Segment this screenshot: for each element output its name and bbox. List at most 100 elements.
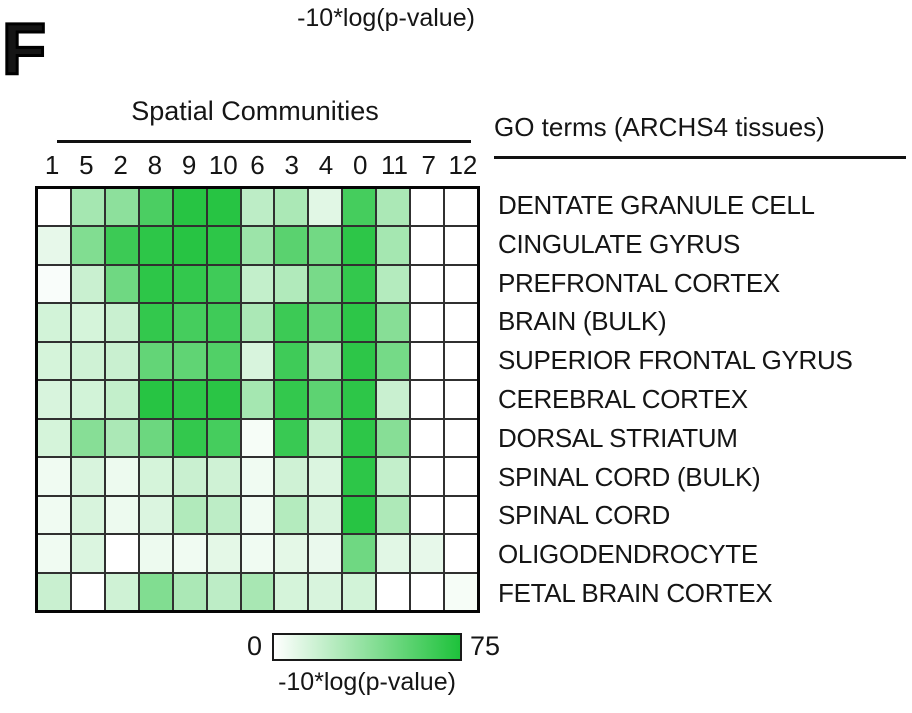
heatmap-cell bbox=[38, 381, 70, 418]
heatmap-cell bbox=[377, 419, 410, 457]
heatmap-cell bbox=[71, 304, 104, 341]
heatmap-cell bbox=[411, 573, 444, 610]
column-header: 7 bbox=[421, 150, 436, 180]
columns-title-underline bbox=[57, 140, 471, 143]
heatmap-cell bbox=[38, 535, 70, 572]
heatmap-cell bbox=[139, 573, 172, 610]
column-header: 2 bbox=[113, 150, 128, 180]
heatmap-cell bbox=[411, 189, 444, 226]
colorbar-max-label: 75 bbox=[470, 631, 501, 661]
heatmap-cell bbox=[241, 342, 274, 380]
heatmap-cell bbox=[139, 265, 172, 303]
row-label-column: DENTATE GRANULE CELL CINGULATE GYRUS PREFR… bbox=[498, 186, 912, 613]
heatmap-cell bbox=[173, 458, 206, 495]
heatmap-cell bbox=[241, 496, 274, 534]
heatmap-cell bbox=[241, 419, 274, 457]
heatmap-cell bbox=[343, 227, 376, 264]
heatmap-cell bbox=[139, 419, 172, 457]
heatmap-cell bbox=[343, 496, 376, 534]
heatmap-cell bbox=[445, 189, 477, 226]
heatmap-cell bbox=[445, 304, 477, 341]
heatmap-cell bbox=[173, 573, 206, 610]
heatmap-cell bbox=[275, 227, 308, 264]
heatmap-cell bbox=[38, 458, 70, 495]
heatmap-cell bbox=[343, 381, 376, 418]
heatmap-cell bbox=[38, 265, 70, 303]
heatmap-cell bbox=[377, 381, 410, 418]
row-label: SUPERIOR FRONTAL GYRUS bbox=[498, 345, 853, 376]
heatmap-cell bbox=[275, 342, 308, 380]
heatmap-cell bbox=[275, 458, 308, 495]
row-label: SPINAL CORD bbox=[498, 500, 670, 531]
heatmap-cell bbox=[71, 381, 104, 418]
heatmap-cell bbox=[241, 265, 274, 303]
heatmap-cell bbox=[377, 265, 410, 303]
heatmap-cell bbox=[411, 381, 444, 418]
heatmap-cell bbox=[241, 573, 274, 610]
heatmap-cell bbox=[411, 227, 444, 264]
heatmap-cell bbox=[275, 573, 308, 610]
heatmap-cell bbox=[105, 573, 138, 610]
column-header: 12 bbox=[448, 150, 478, 180]
heatmap-cell bbox=[207, 458, 240, 495]
heatmap-cell bbox=[411, 304, 444, 341]
heatmap-cell bbox=[377, 458, 410, 495]
heatmap-cell bbox=[377, 496, 410, 534]
heatmap-cell bbox=[411, 535, 444, 572]
row-label: DORSAL STRIATUM bbox=[498, 422, 738, 453]
heatmap-cell bbox=[309, 342, 342, 380]
heatmap-cell bbox=[309, 189, 342, 226]
heatmap-cell bbox=[71, 342, 104, 380]
row-label: CEREBRAL CORTEX bbox=[498, 383, 748, 414]
column-header: 4 bbox=[318, 150, 334, 180]
heatmap-cell bbox=[105, 227, 138, 264]
heatmap-cell bbox=[377, 535, 410, 572]
heatmap-cell bbox=[445, 227, 477, 264]
heatmap-cell bbox=[241, 304, 274, 341]
rows-title-underline bbox=[494, 156, 906, 159]
heatmap-cell bbox=[445, 419, 477, 457]
heatmap-cell bbox=[139, 496, 172, 534]
columns-axis-title: Spatial Communities bbox=[131, 96, 379, 126]
heatmap-cell bbox=[343, 419, 376, 457]
heatmap-cell bbox=[207, 342, 240, 380]
heatmap-cell bbox=[173, 342, 206, 380]
heatmap-cell bbox=[139, 342, 172, 380]
heatmap-cell bbox=[309, 304, 342, 341]
heatmap-cell bbox=[38, 496, 70, 534]
column-header-row: 1 5 2 8 9 10 6 3 4 0 11 7 12 bbox=[35, 148, 480, 182]
heatmap-cell bbox=[411, 496, 444, 534]
heatmap-cell bbox=[173, 535, 206, 572]
heatmap-cell bbox=[38, 342, 70, 380]
heatmap-cell bbox=[445, 342, 477, 380]
heatmap-cell bbox=[173, 189, 206, 226]
heatmap-cell bbox=[275, 419, 308, 457]
heatmap-cell bbox=[445, 496, 477, 534]
heatmap-cell bbox=[38, 573, 70, 610]
heatmap-cell bbox=[411, 342, 444, 380]
heatmap-cell bbox=[207, 304, 240, 341]
heatmap-cell bbox=[71, 419, 104, 457]
heatmap-cell bbox=[411, 419, 444, 457]
heatmap-cell bbox=[139, 304, 172, 341]
heatmap-cell bbox=[445, 265, 477, 303]
row-label: CINGULATE GYRUS bbox=[498, 228, 741, 259]
heatmap-cell bbox=[38, 227, 70, 264]
heatmap-cell bbox=[343, 535, 376, 572]
heatmap-cell bbox=[241, 227, 274, 264]
heatmap-cell bbox=[309, 227, 342, 264]
heatmap-cell bbox=[38, 304, 70, 341]
row-label: PREFRONTAL CORTEX bbox=[498, 267, 780, 298]
heatmap-cell bbox=[207, 419, 240, 457]
heatmap-cell bbox=[207, 227, 240, 264]
colorbar-gradient bbox=[272, 633, 462, 661]
heatmap-cell bbox=[343, 342, 376, 380]
heatmap-cell bbox=[275, 381, 308, 418]
heatmap-cell bbox=[139, 381, 172, 418]
heatmap-cell bbox=[71, 496, 104, 534]
row-label: SPINAL CORD (BULK) bbox=[498, 461, 761, 492]
heatmap-cell bbox=[377, 342, 410, 380]
top-colorbar-label: -10*log(p-value) bbox=[297, 4, 475, 32]
heatmap-cell bbox=[105, 265, 138, 303]
heatmap-cell bbox=[173, 227, 206, 264]
